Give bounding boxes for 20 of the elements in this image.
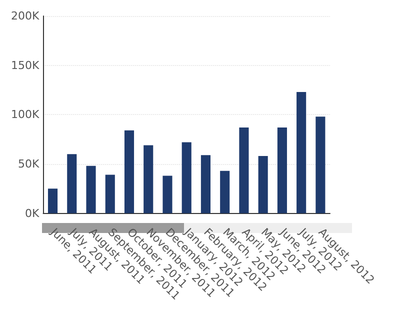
y-tick-label: 200K [10, 10, 40, 22]
y-tick-label: 0K [24, 206, 40, 220]
bar [296, 92, 306, 214]
bar [277, 127, 287, 214]
bar [48, 188, 58, 214]
bar [239, 127, 249, 214]
bar [162, 176, 172, 214]
y-tick-label: 50K [18, 157, 40, 170]
bar [105, 174, 115, 214]
y-tick-label: 100K [10, 108, 40, 122]
y-tick-label: 150K [10, 58, 40, 72]
bar [86, 166, 96, 214]
bar [200, 155, 211, 214]
bar [220, 170, 230, 214]
bar [124, 130, 134, 214]
bar [67, 154, 77, 214]
bar [316, 116, 326, 214]
bar [182, 142, 192, 214]
bar [258, 156, 268, 214]
bar [144, 145, 154, 214]
